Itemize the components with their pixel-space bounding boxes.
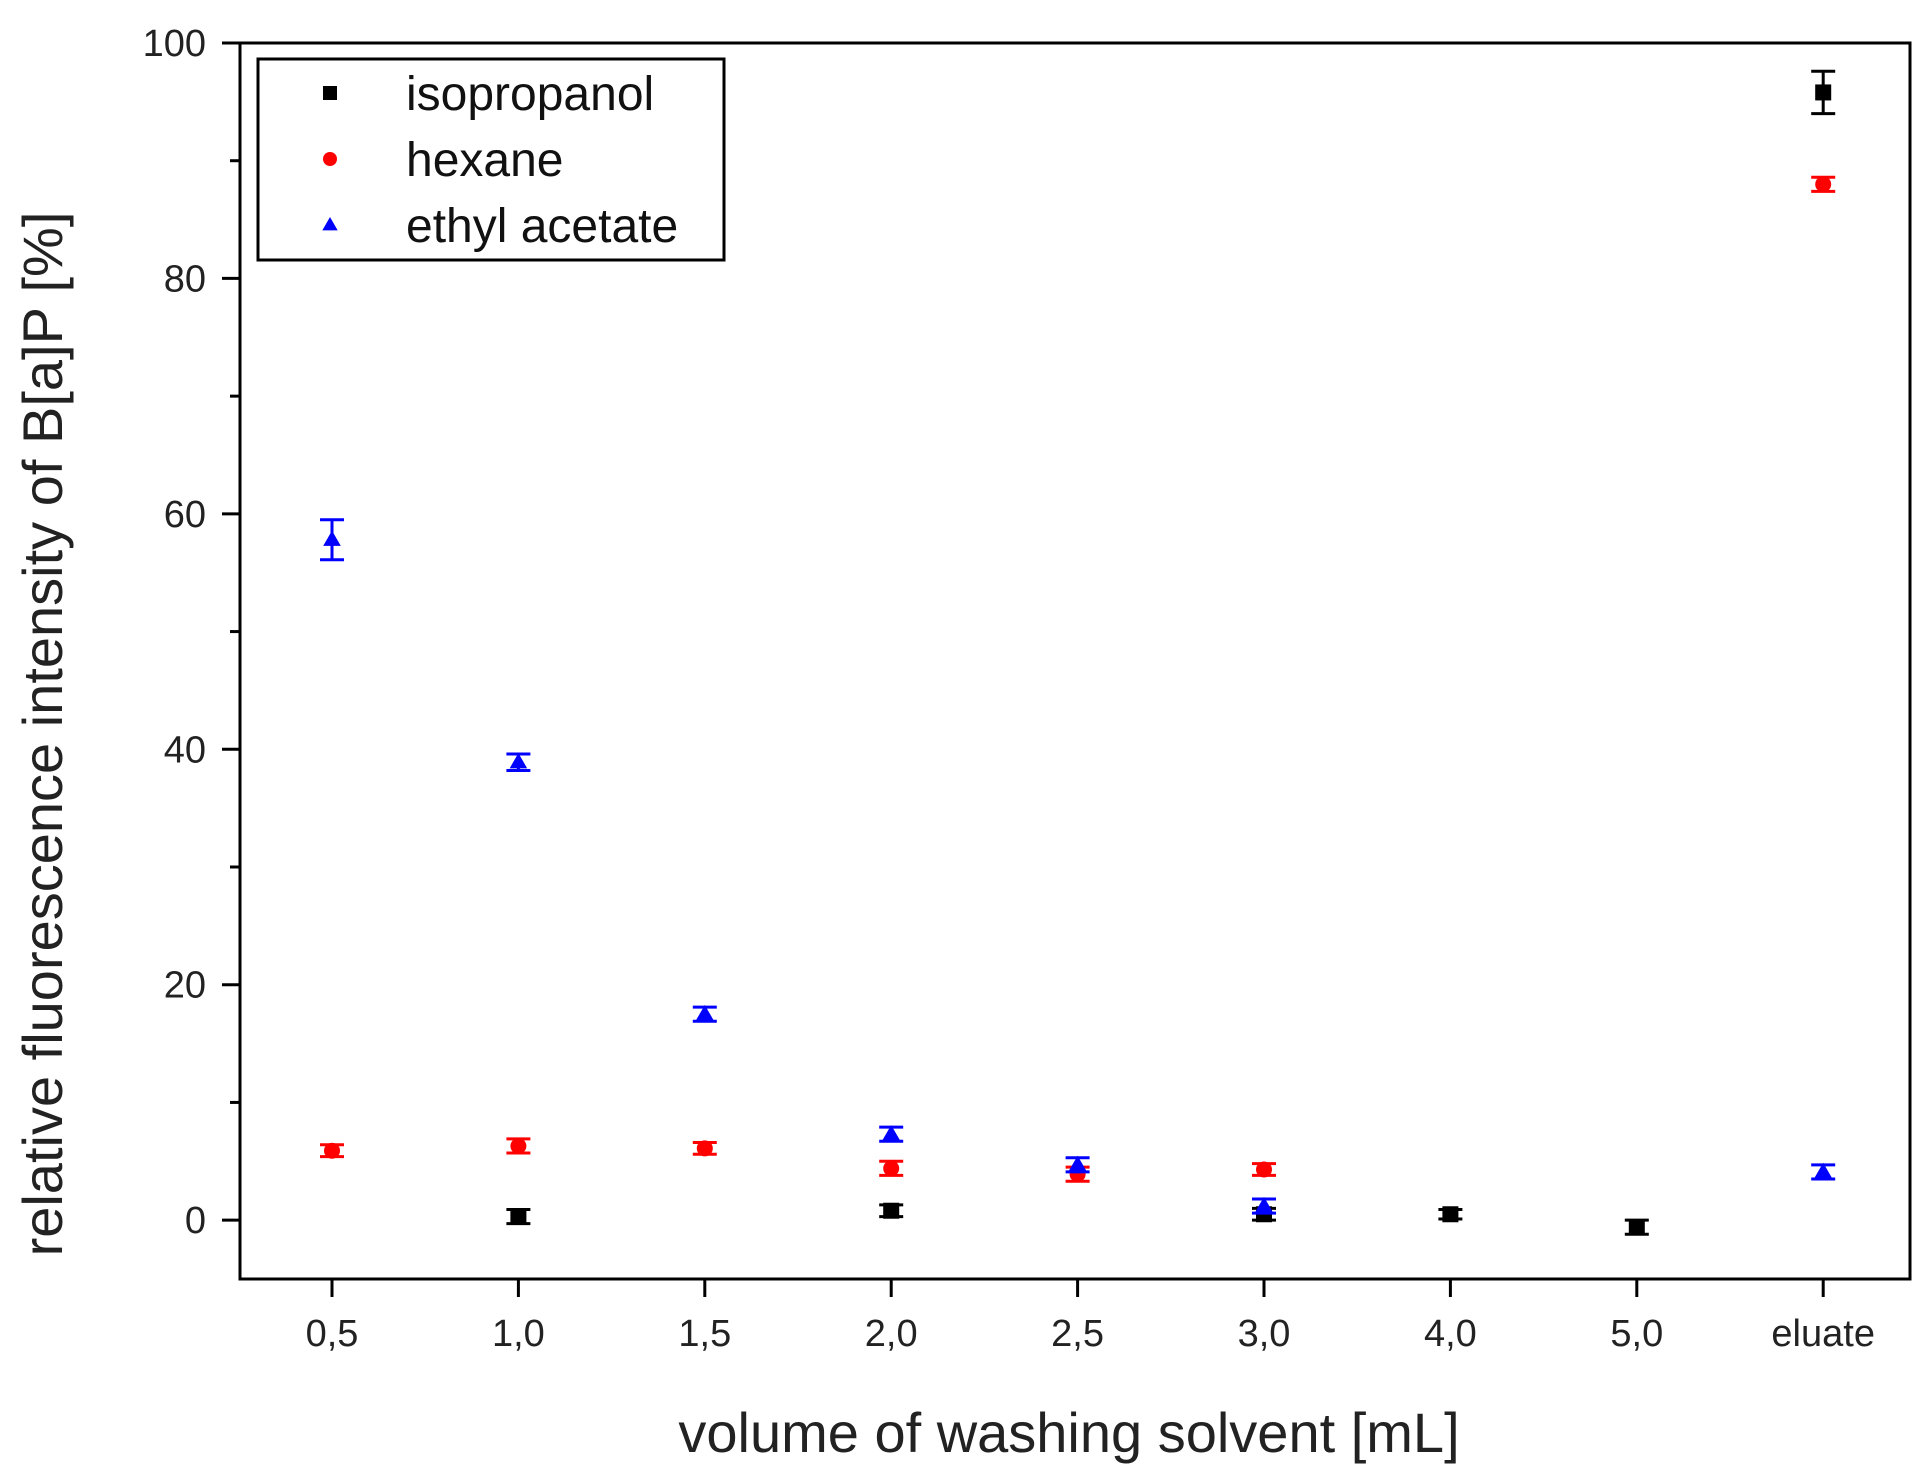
data-point [1442,1206,1459,1223]
legend-marker [322,217,338,231]
y-tick-label: 40 [164,729,206,771]
series-isopropanol [506,69,1836,1236]
data-point [883,1160,900,1177]
data-point [696,1005,714,1021]
data-point [1256,1161,1272,1178]
series-layer [320,69,1836,1236]
legend-marker [323,152,337,166]
x-tick-label: 2,5 [1051,1313,1104,1355]
y-tick-label: 80 [164,258,206,300]
data-point [1815,84,1832,101]
x-tick-label: 1,0 [492,1313,545,1355]
legend: isopropanol hexane ethyl acetate [256,57,726,262]
legend-label: isopropanol [406,68,654,121]
data-point [1068,1155,1087,1171]
x-tick-label: 0,5 [306,1313,359,1355]
data-point [696,1140,713,1157]
data-point [1814,1162,1832,1178]
x-tick-label: 2,0 [865,1313,918,1355]
x-tick-label: eluate [1771,1313,1875,1355]
x-tick-label: 3,0 [1238,1313,1291,1355]
plot-frame [238,41,1912,1281]
y-tick-label: 20 [164,965,206,1007]
legend-marker [323,86,337,100]
data-point [324,1142,340,1159]
plot-border [238,41,1912,1281]
data-point [510,1137,527,1154]
y-tick-label: 0 [185,1200,206,1242]
legend-label: ethyl acetate [406,200,678,253]
data-point [882,1125,900,1141]
data-point [1255,1196,1273,1213]
x-tick-label: 1,5 [678,1313,731,1355]
data-point [1815,176,1832,193]
data-point [509,753,528,769]
x-axis-title: volume of washing solvent [mL] [678,1401,1459,1464]
y-tick-label: 60 [164,494,206,536]
data-point [510,1208,527,1225]
x-tick-label: 5,0 [1610,1313,1663,1355]
data-point [323,530,341,546]
legend-label: hexane [406,134,563,187]
y-axis: 0 20 40 60 80 100 [143,23,240,1242]
y-axis-title: relative fluorescence intensity of B[a]P… [11,212,74,1257]
x-axis: 0,5 1,0 1,5 2,0 2,5 3,0 4,0 5,0 eluate [306,1279,1875,1355]
y-tick-label: 100 [143,23,206,65]
x-tick-label: 4,0 [1424,1313,1477,1355]
data-point [883,1202,900,1219]
series-ethyl-acetate [320,518,1836,1215]
data-point [1628,1219,1645,1236]
series-hexane [320,175,1836,1183]
